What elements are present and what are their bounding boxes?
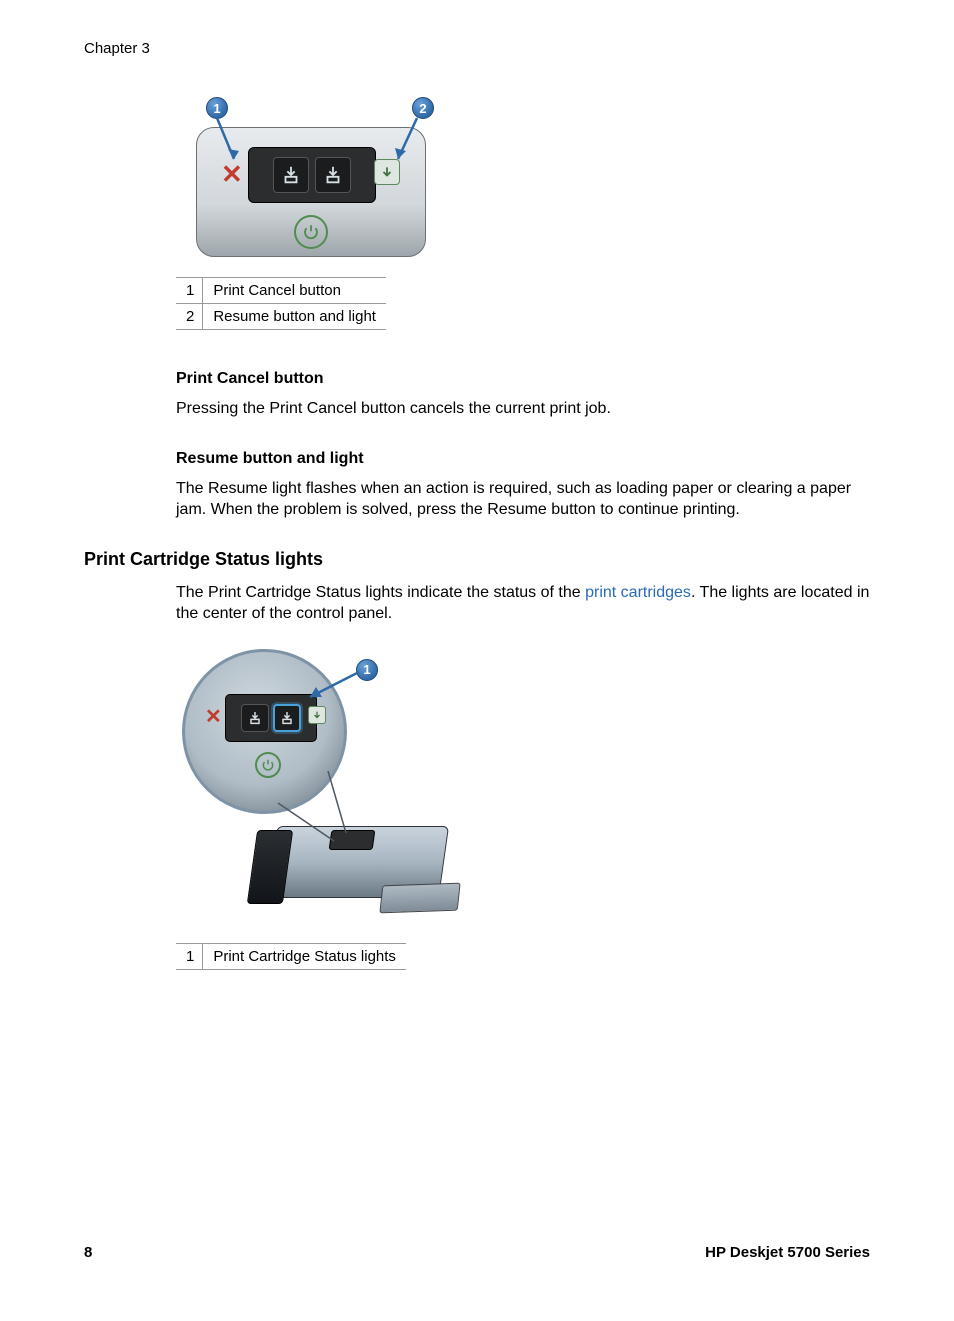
printer-output-tray (379, 883, 460, 914)
callout-number: 1 (176, 943, 203, 969)
section-cartridge-status: Print Cartridge Status lights The Print … (84, 549, 870, 625)
heading-cartridge-status: Print Cartridge Status lights (84, 549, 870, 570)
resume-arrow-icon (374, 159, 400, 185)
table-row: 2 Resume button and light (176, 304, 386, 330)
figure-control-panel: ✕ 1 2 1 Print Cancel button 2 Resume but… (176, 97, 870, 330)
diagram-control-panel: ✕ 1 2 (176, 97, 446, 267)
callout-number: 1 (176, 278, 203, 304)
table-row: 1 Print Cancel button (176, 278, 386, 304)
callout-text: Print Cartridge Status lights (203, 943, 406, 969)
cartridge-status-icon (273, 157, 309, 193)
cartridge-status-icon-highlighted (273, 704, 301, 732)
panel-dark-strip (225, 694, 317, 742)
callout-leader-1 (216, 117, 246, 161)
figure1-callout-table: 1 Print Cancel button 2 Resume button an… (176, 277, 386, 330)
power-icon (294, 215, 328, 249)
paragraph: Pressing the Print Cancel button cancels… (176, 398, 870, 420)
panel-dark-strip (248, 147, 376, 203)
table-row: 1 Print Cartridge Status lights (176, 943, 406, 969)
callout-text: Resume button and light (203, 304, 386, 330)
paragraph: The Print Cartridge Status lights indica… (176, 582, 870, 625)
callout-number: 2 (176, 304, 203, 330)
product-name: HP Deskjet 5700 Series (705, 1244, 870, 1261)
text: The Print Cartridge Status lights indica… (176, 584, 585, 601)
cancel-x-icon: ✕ (205, 704, 222, 729)
print-cartridges-link[interactable]: print cartridges (585, 584, 691, 601)
callout-bubble-2: 2 (412, 97, 434, 119)
callout-text: Print Cancel button (203, 278, 386, 304)
page-number: 8 (84, 1244, 92, 1261)
page-footer: 8 HP Deskjet 5700 Series (84, 1244, 870, 1261)
callout-leader-2 (388, 117, 418, 161)
callout-leader-1 (304, 671, 360, 701)
zoom-leader-lines (266, 763, 356, 853)
section-resume: Resume button and light The Resume light… (176, 450, 870, 521)
cartridge-status-icon (315, 157, 351, 193)
paragraph: The Resume light flashes when an action … (176, 478, 870, 521)
callout-bubble-1: 1 (206, 97, 228, 119)
cancel-x-icon: ✕ (221, 159, 243, 190)
section-print-cancel: Print Cancel button Pressing the Print C… (176, 370, 870, 420)
resume-arrow-icon (308, 706, 326, 724)
cartridge-status-icon (241, 704, 269, 732)
figure2-callout-table: 1 Print Cartridge Status lights (176, 943, 406, 970)
figure-printer-zoom: ✕ 1 (176, 643, 870, 970)
subheading: Resume button and light (176, 450, 870, 468)
diagram-printer-zoom: ✕ 1 (176, 643, 446, 933)
subheading: Print Cancel button (176, 370, 870, 388)
chapter-label: Chapter 3 (84, 40, 870, 57)
